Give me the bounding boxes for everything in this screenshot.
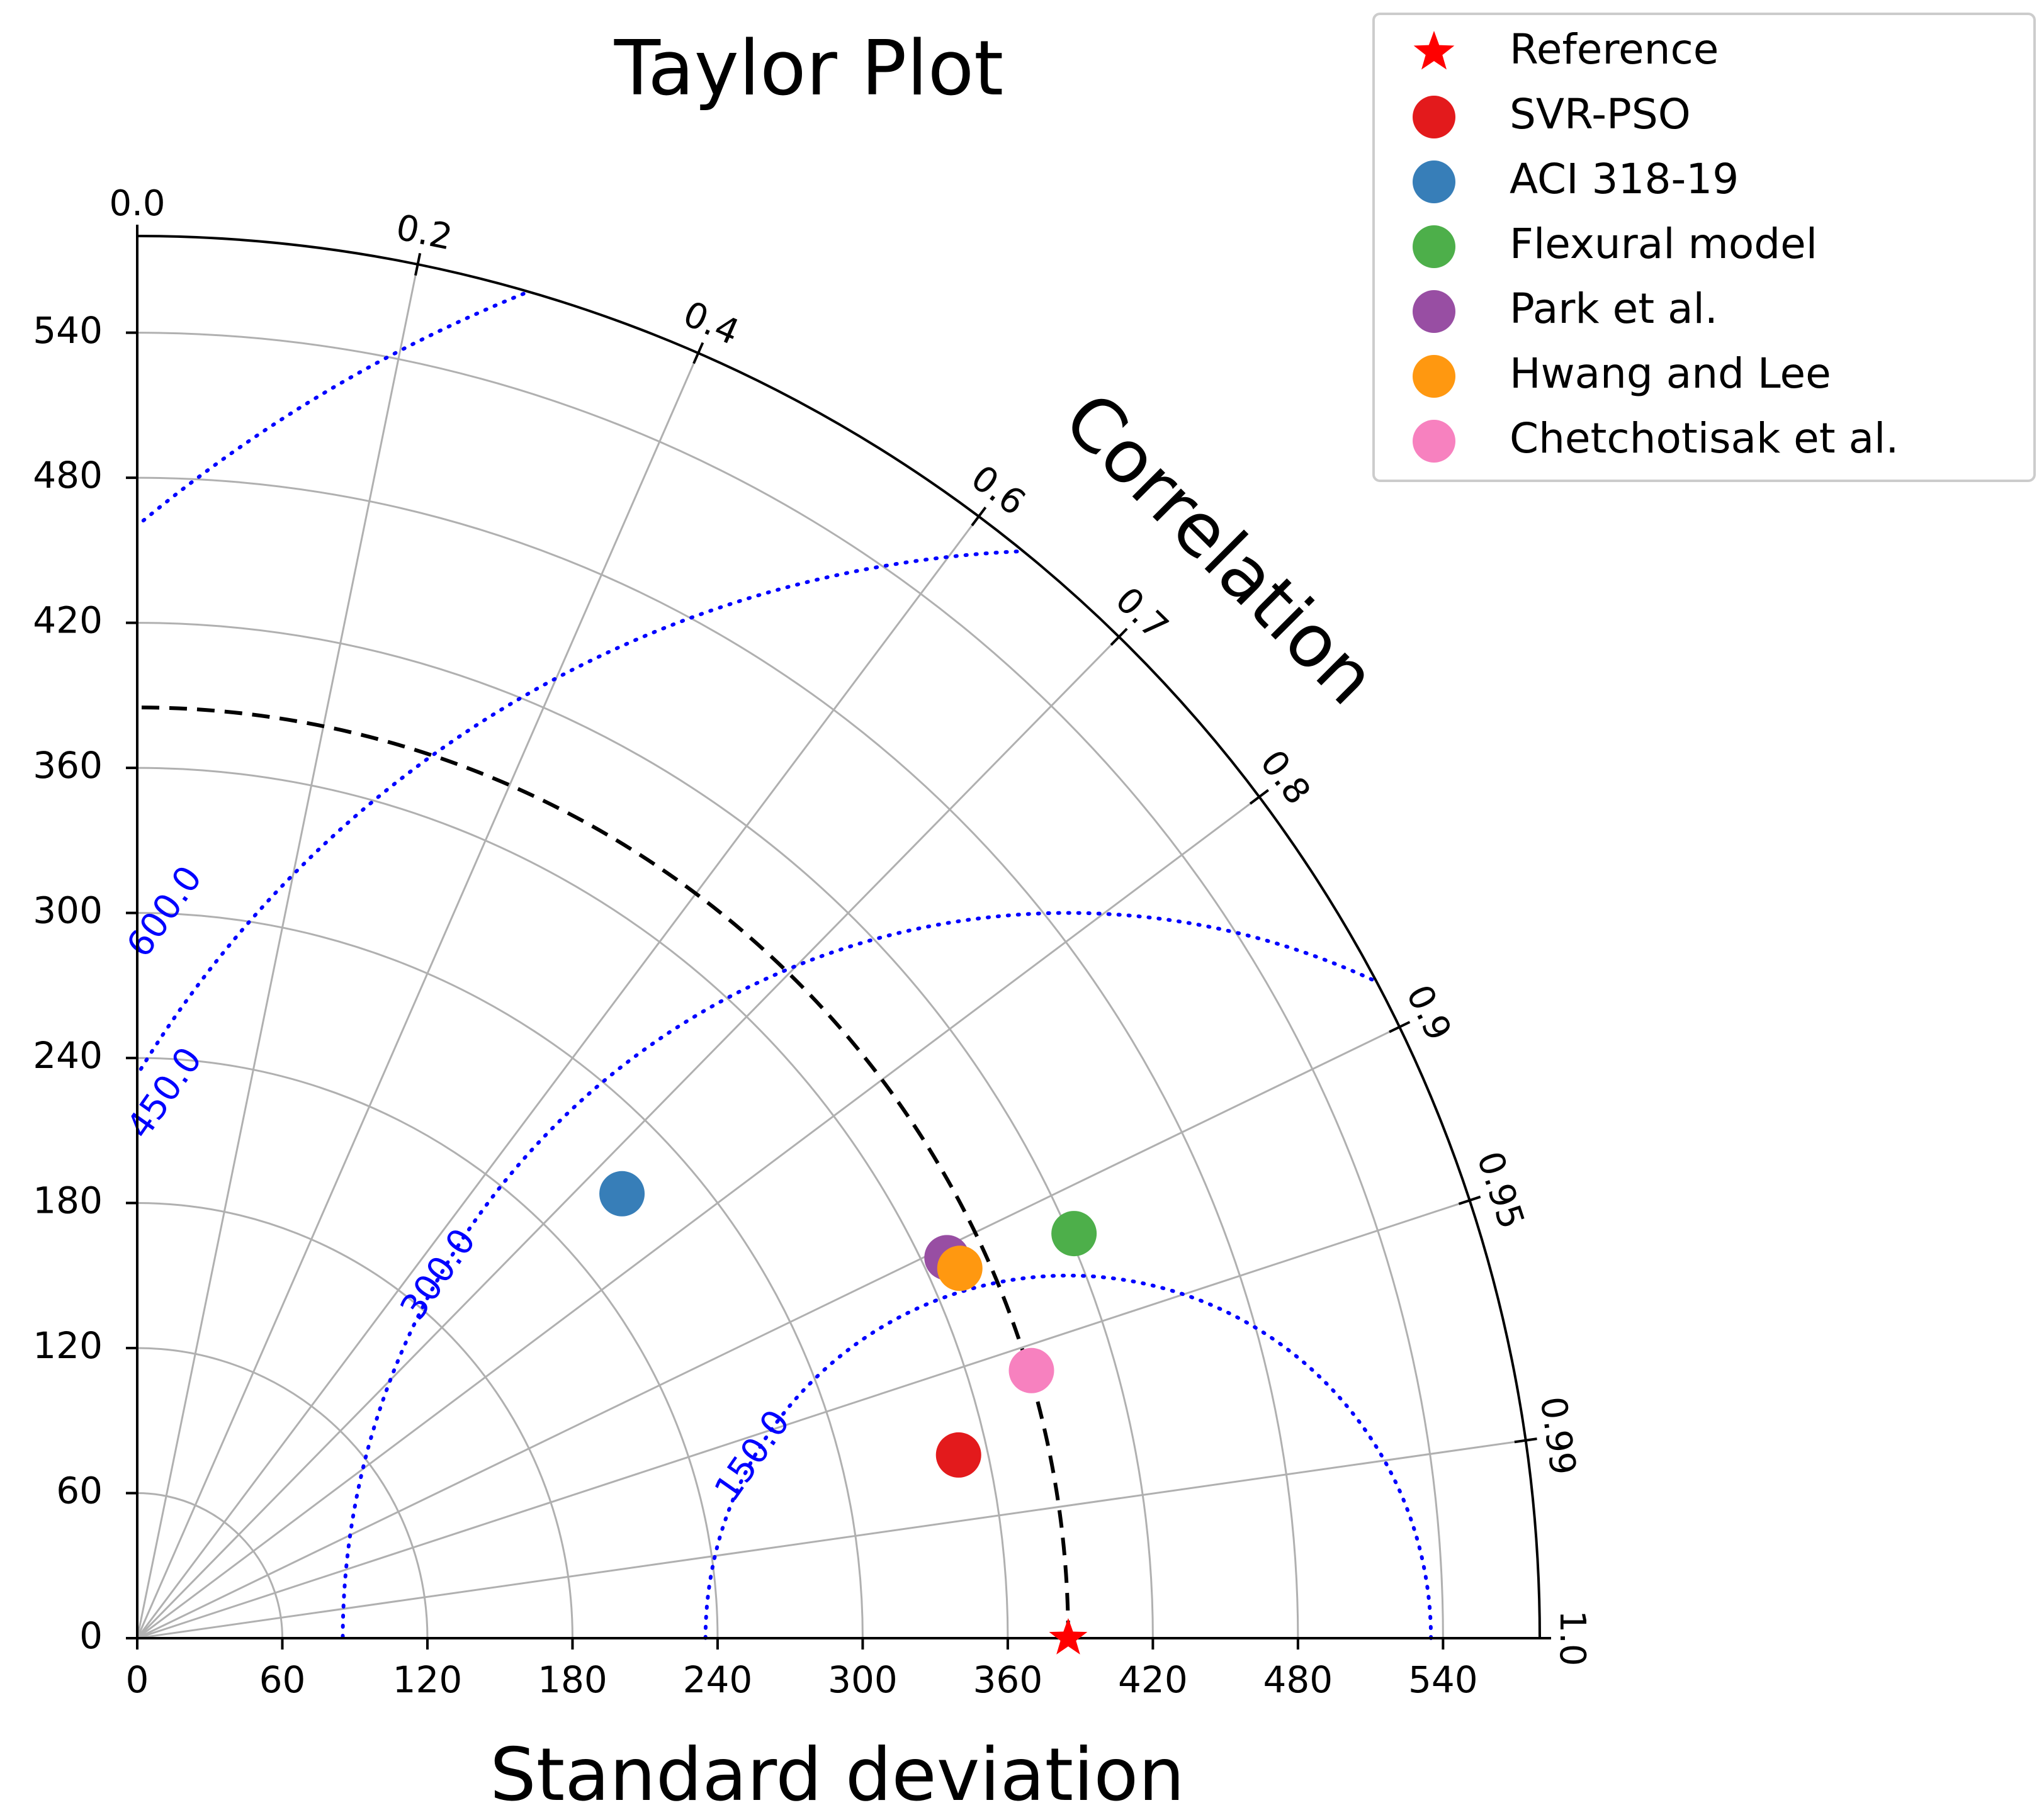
chart-title: Taylor Plot [614, 25, 1003, 113]
data-marks [137, 705, 1097, 1655]
grid-layer [136, 264, 1526, 1639]
corr-tick-label: 0.4 [677, 293, 745, 353]
legend-label: Chetchotisak et al. [1510, 414, 1899, 463]
point-hwang-and-lee [937, 1245, 983, 1291]
corr-tick-label: 0.99 [1532, 1394, 1584, 1478]
point-chetchotisak-et-al- [1008, 1347, 1054, 1393]
rmsd-contour-150 [703, 1273, 1433, 1640]
y-tick-label: 420 [33, 599, 103, 642]
y-tick-label: 0 [79, 1614, 103, 1657]
corr-grid-line-1 [136, 264, 419, 1639]
x-tick-label: 180 [538, 1658, 607, 1701]
legend-marker [1413, 420, 1455, 463]
y-tick-label: 120 [33, 1324, 103, 1367]
point-aci-318-19 [599, 1171, 645, 1217]
std-grid-arc-9 [137, 332, 1444, 1639]
legend: Reference SVR-PSO ACI 318-19 Flexural model… [1372, 13, 2036, 482]
corr-grid-line-8 [137, 1439, 1526, 1639]
corr-grid-line-4 [136, 636, 1120, 1639]
rmsd-contour-300 [341, 911, 1374, 1640]
std-grid-arc-3 [137, 1202, 573, 1639]
corr-tick-label: 0.9 [1398, 979, 1459, 1047]
y-tick-label: 360 [33, 744, 103, 787]
legend-label: ACI 318-19 [1510, 155, 1739, 203]
x-tick-label: 480 [1263, 1658, 1333, 1701]
std-grid-arc-1 [137, 1492, 283, 1639]
y-tick-label: 240 [33, 1034, 103, 1077]
legend-marker [1413, 160, 1455, 203]
y-tick-label: 60 [56, 1470, 103, 1512]
x-axis-label: Standard deviation [490, 1733, 1185, 1810]
legend-frame [1372, 13, 2036, 482]
legend-marker-reference [1413, 31, 1455, 70]
legend-label: Reference [1510, 25, 1719, 74]
outer-arc [137, 235, 1541, 1639]
rmsd-contour-600 [141, 291, 526, 523]
rmsd-label: 150.0 [707, 1403, 798, 1509]
std-grid-arc-8 [137, 476, 1299, 1639]
corr-grid-line-7 [137, 1199, 1471, 1639]
corr-tick-label: 0.95 [1469, 1147, 1532, 1234]
legend-label: SVR-PSO [1510, 90, 1691, 138]
point-svr-pso [935, 1432, 981, 1478]
corr-tick-label: 1.0 [1552, 1610, 1593, 1666]
y-tick-label: 180 [33, 1179, 103, 1222]
reference-star-marker [1049, 1618, 1088, 1655]
x-tick-label: 240 [683, 1658, 753, 1701]
std-grid-arc-2 [137, 1347, 429, 1639]
legend-marker [1413, 290, 1455, 333]
legend-marker [1413, 225, 1455, 268]
rmsd-label: 450.0 [119, 1040, 210, 1146]
y-tick-label: 480 [33, 454, 103, 497]
axes-layer: 0.00.20.40.60.70.80.90.950.991.000606012… [33, 183, 1593, 1701]
std-grid-arc-6 [137, 767, 1009, 1639]
std-grid-arc-5 [137, 912, 864, 1639]
y-tick-label: 300 [33, 889, 103, 932]
legend-label: Flexural model [1510, 220, 1817, 268]
corr-grid-line-3 [136, 515, 980, 1639]
x-tick-label: 300 [828, 1658, 898, 1701]
reference-std-arc [137, 705, 1070, 1639]
corr-grid-line-5 [137, 795, 1260, 1639]
x-tick-label: 420 [1118, 1658, 1188, 1701]
corr-tick-label: 0.2 [393, 207, 456, 258]
x-tick-label: 540 [1408, 1658, 1478, 1701]
x-tick-label: 360 [973, 1658, 1043, 1701]
x-tick-label: 120 [393, 1658, 463, 1701]
corr-grid-line-2 [136, 352, 699, 1639]
legend-label: Park et al. [1510, 284, 1718, 333]
legend-label: Hwang and Lee [1510, 349, 1831, 398]
corr-tick-label: 0.0 [109, 183, 165, 224]
std-grid-arc-4 [137, 1057, 719, 1639]
x-tick-label: 0 [126, 1658, 149, 1701]
point-flexural-model [1051, 1211, 1097, 1257]
legend-marker [1413, 355, 1455, 398]
std-grid-arc-7 [137, 622, 1154, 1639]
legend-marker [1413, 96, 1455, 138]
correlation-axis-label: Correlation [1047, 376, 1392, 721]
y-tick-label: 540 [33, 309, 103, 352]
corr-grid-line-6 [137, 1026, 1400, 1639]
x-tick-label: 60 [259, 1658, 306, 1701]
